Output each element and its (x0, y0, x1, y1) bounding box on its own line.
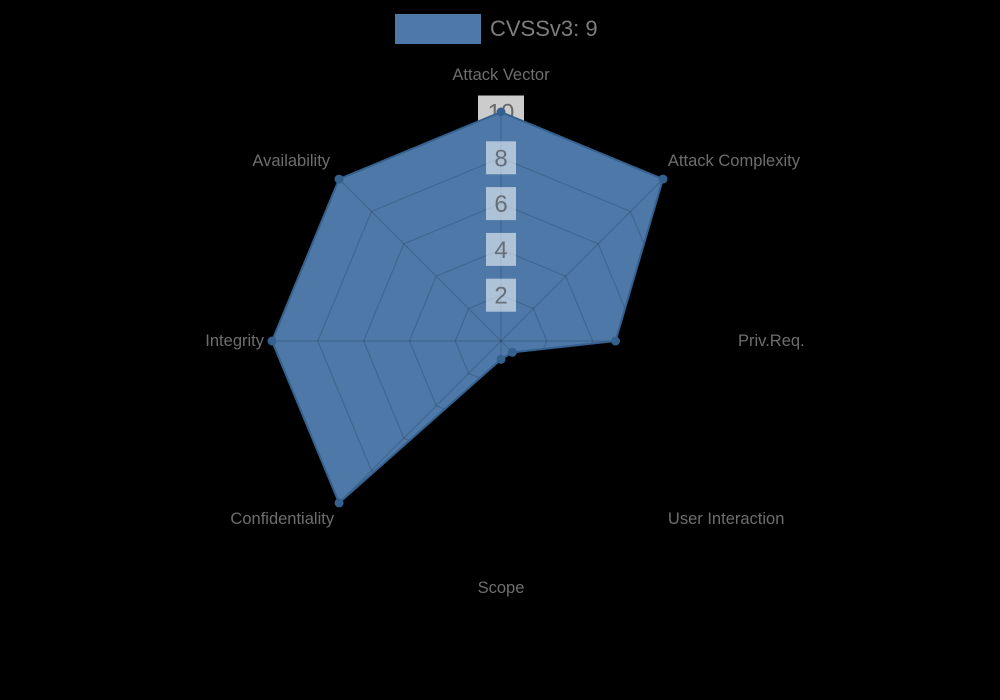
data-point-attack-vector (496, 107, 506, 117)
grid-ring-6 (362, 202, 640, 480)
axis-label-scope: Scope (478, 579, 525, 597)
data-point-integrity (267, 336, 277, 346)
grid-spoke-user-interaction (500, 340, 664, 504)
axis-label-priv-req: Priv.Req. (738, 332, 805, 350)
radial-tick-6: 6 (494, 191, 507, 218)
grid-ring-4 (408, 248, 594, 434)
grid-ring-2 (454, 294, 548, 388)
data-polygon-fill (272, 112, 663, 503)
grid-spoke-attack-complexity (500, 178, 664, 342)
data-point-availability (334, 174, 344, 184)
axis-label-integrity: Integrity (205, 332, 264, 350)
data-point-scope (496, 354, 506, 364)
data-point-attack-complexity (658, 174, 668, 184)
axis-label-attack-vector: Attack Vector (452, 66, 550, 84)
axis-label-availability: Availability (252, 152, 330, 170)
grid-spoke-availability (338, 178, 502, 342)
radial-tick-backdrop-2 (486, 278, 516, 312)
axis-label-confidentiality: Confidentiality (230, 510, 334, 528)
radial-tick-4: 4 (494, 237, 507, 264)
axis-label-user-interaction: User Interaction (668, 510, 784, 528)
data-point-confidentiality (334, 498, 344, 508)
data-point-user-interaction (507, 347, 517, 357)
legend-item-cvssv3[interactable]: CVSSv3: 9 (395, 14, 598, 44)
legend-color-swatch (395, 14, 481, 44)
radial-tick-backdrop-4 (486, 232, 516, 266)
grid-ring-8 (317, 157, 685, 525)
grid-spoke-confidentiality (338, 340, 502, 504)
radial-tick-2: 2 (494, 283, 507, 310)
tick-layer-over: 2 4 6 8 (486, 141, 516, 312)
legend-label: CVSSv3: 9 (490, 16, 598, 41)
radial-tick-backdrop-8 (486, 141, 516, 175)
data-point-priv-req (611, 336, 620, 346)
axis-label-attack-complexity: Attack Complexity (668, 152, 801, 170)
radial-tick-backdrop-6 (486, 187, 516, 221)
radial-tick-8: 8 (494, 145, 507, 172)
